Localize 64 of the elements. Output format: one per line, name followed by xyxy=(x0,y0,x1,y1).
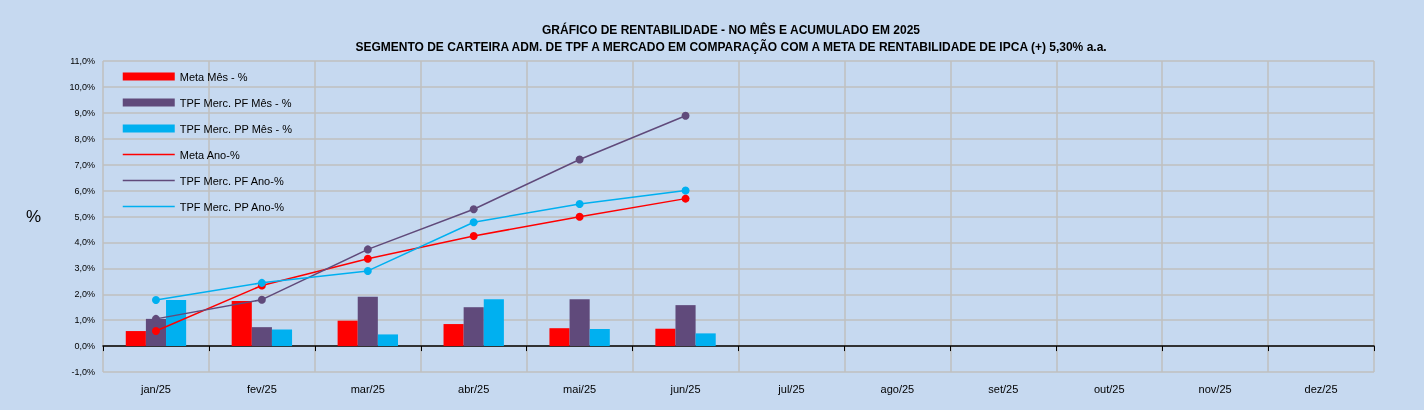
x-tick-label: ago/25 xyxy=(880,382,915,395)
y-tick-label: 6,0% xyxy=(74,185,95,196)
point xyxy=(257,295,266,304)
point xyxy=(575,200,584,209)
y-tick-label: 8,0% xyxy=(74,133,95,144)
point xyxy=(681,194,690,203)
x-tick-label: mai/25 xyxy=(563,382,597,395)
x-tick-label: nov/25 xyxy=(1198,382,1232,395)
x-tick-label: jan/25 xyxy=(139,382,171,395)
x-tick-label: jun/25 xyxy=(669,382,701,395)
legend-label: TPF Merc. PF Ano-% xyxy=(179,174,284,187)
y-tick-label: 7,0% xyxy=(74,159,95,170)
legend-label: TPF Merc. PP Mês - % xyxy=(179,122,293,135)
x-tick-label: out/25 xyxy=(1093,382,1125,395)
bar xyxy=(569,299,590,347)
bar xyxy=(695,333,716,347)
legend-label: TPF Merc. PP Ano-% xyxy=(179,200,285,213)
legend-label: TPF Merc. PF Mês - % xyxy=(179,96,292,109)
y-tick-label: 1,0% xyxy=(74,315,95,326)
y-tick-label: 2,0% xyxy=(74,289,95,300)
bar xyxy=(231,300,252,347)
x-tick-label: set/25 xyxy=(988,382,1019,395)
point xyxy=(151,295,160,304)
point xyxy=(469,205,478,214)
bar xyxy=(483,299,504,347)
bar xyxy=(443,324,464,347)
bar xyxy=(655,328,676,347)
legend-label: Meta Mês - % xyxy=(179,70,248,83)
x-tick-label: fev/25 xyxy=(246,382,277,395)
point xyxy=(575,155,584,164)
point xyxy=(363,245,372,254)
bar xyxy=(589,328,610,347)
y-tick-label: 11,0% xyxy=(70,56,95,66)
point xyxy=(681,186,690,195)
point xyxy=(363,254,372,263)
point xyxy=(681,111,690,120)
point xyxy=(575,212,584,221)
legend-label: Meta Ano-% xyxy=(179,148,240,161)
bar xyxy=(357,296,378,347)
bar xyxy=(549,328,570,347)
bar xyxy=(251,327,272,347)
bar xyxy=(675,305,696,347)
bar xyxy=(463,307,484,347)
y-axis-title: % xyxy=(25,207,41,226)
y-tick-label: -1,0% xyxy=(71,367,95,377)
bar xyxy=(377,334,398,347)
y-tick-label: 4,0% xyxy=(74,237,95,248)
x-tick-label: abr/25 xyxy=(458,382,490,395)
y-tick-label: 9,0% xyxy=(74,107,95,118)
bar xyxy=(337,320,358,347)
y-tick-label: 3,0% xyxy=(74,263,95,274)
bar xyxy=(271,329,293,347)
chart-subtitle: SEGMENTO DE CARTEIRA ADM. DE TPF A MERCADO EM COMPARAÇÃO COM A META DE RENTABILIDADE DE IPCA (+) 5,30% a.a. xyxy=(355,39,1107,54)
x-tick-label: jul/25 xyxy=(777,382,805,395)
chart-title: GRÁFICO DE RENTABILIDADE - NO MÊS E ACUMULADO EM 2025 xyxy=(541,22,921,37)
point xyxy=(363,266,372,275)
bar xyxy=(125,331,146,347)
y-tick-label: 5,0% xyxy=(74,211,95,222)
point xyxy=(469,231,478,240)
y-tick-label: 10,0% xyxy=(69,81,95,92)
y-tick-label: 0,0% xyxy=(74,341,95,352)
point xyxy=(469,218,478,227)
x-tick-label: mar/25 xyxy=(350,382,385,395)
x-tick-label: dez/25 xyxy=(1304,382,1338,395)
